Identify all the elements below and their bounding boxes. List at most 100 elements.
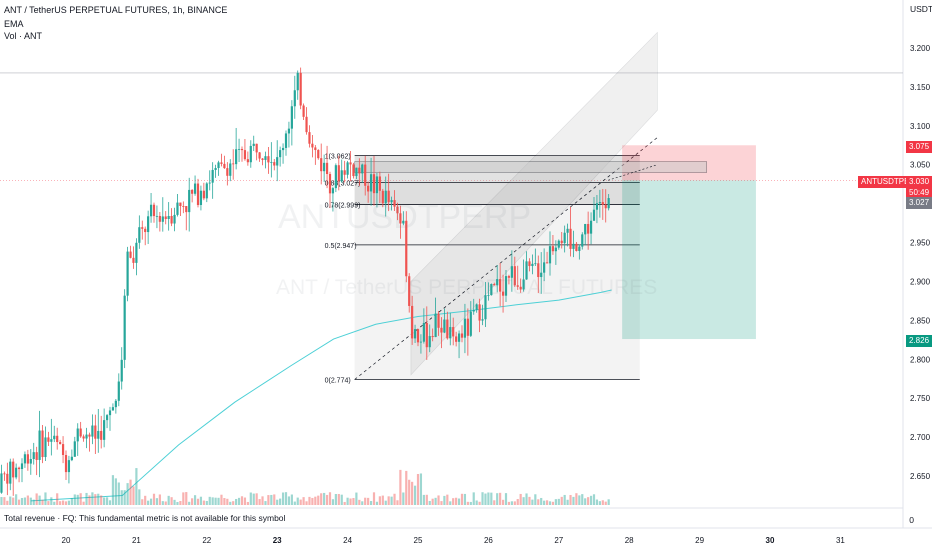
candle-body — [510, 266, 513, 278]
candle-body — [240, 148, 244, 151]
volume-bar — [103, 497, 106, 505]
volume-bar — [589, 495, 593, 505]
candle-body — [446, 319, 449, 339]
position-stop-zone[interactable] — [622, 180, 756, 340]
candle-body — [53, 435, 56, 440]
channel-midline — [354, 137, 658, 380]
candle-body — [220, 162, 223, 164]
candle-body — [61, 444, 65, 456]
volume-bar — [161, 501, 164, 505]
volume-bar — [452, 498, 455, 505]
candle-body — [384, 190, 387, 204]
volume-bar — [281, 492, 285, 505]
candle-body — [343, 170, 346, 175]
volume-bar — [105, 497, 109, 505]
volume-bar — [279, 498, 282, 505]
volume-bar — [493, 500, 496, 505]
volume-bar — [364, 497, 367, 505]
candle-body — [44, 437, 47, 458]
candle-body — [528, 261, 531, 267]
candle-body — [249, 145, 252, 163]
volume-bar — [53, 501, 56, 505]
candle-body — [129, 251, 132, 258]
volume-bar — [592, 494, 596, 505]
volume-bar — [100, 495, 103, 505]
candle-body — [584, 223, 587, 235]
volume-bar — [443, 495, 446, 505]
candle-body — [443, 319, 446, 333]
ascending-channel[interactable] — [410, 31, 658, 376]
volume-bar — [211, 497, 214, 505]
volume-indicator-label[interactable]: Vol · ANT — [4, 31, 43, 41]
volume-bar — [56, 493, 59, 505]
volume-bar — [349, 498, 352, 505]
volume-bar — [434, 497, 437, 505]
volume-bar — [70, 497, 73, 505]
date-tick-label: 21 — [132, 536, 141, 545]
candle-body — [308, 132, 311, 144]
volume-bar — [528, 496, 531, 505]
candle-body — [279, 150, 282, 158]
symbol-title[interactable]: ANT / TetherUS PERPETUAL FUTURES, 1h, BI… — [4, 5, 228, 15]
volume-bar — [32, 499, 35, 505]
candle-body — [317, 150, 320, 159]
date-tick-label: 30 — [766, 536, 775, 545]
volume-bar — [135, 468, 138, 505]
candle-body — [375, 176, 379, 194]
price-tick-label: 2.800 — [910, 355, 931, 364]
candle-body — [284, 133, 288, 148]
candle-body — [419, 341, 423, 343]
candle-body — [378, 176, 381, 191]
candle-body — [120, 359, 123, 382]
candle-body — [525, 261, 528, 280]
volume-bar — [516, 499, 519, 505]
volume-bar — [525, 493, 528, 505]
candle-body — [305, 116, 308, 133]
volume-bar — [240, 496, 244, 505]
price-tick-label: 2.850 — [910, 316, 931, 325]
last-price-tag: 3.030 — [906, 176, 932, 188]
candle-body — [167, 215, 170, 219]
volume-bar — [455, 497, 458, 505]
volume-bar — [569, 494, 572, 505]
candle-body — [123, 295, 126, 360]
candle-body — [484, 295, 487, 320]
volume-bar — [193, 495, 197, 505]
candle-body — [334, 165, 337, 189]
candle-body — [487, 295, 490, 296]
volume-bar — [29, 497, 32, 505]
volume-bar — [226, 498, 229, 505]
candle-body — [205, 183, 208, 199]
candle-body — [581, 234, 584, 247]
volume-bar — [141, 499, 144, 505]
volume-bar — [337, 493, 340, 505]
volume-bar — [449, 501, 452, 505]
volume-bar — [501, 499, 505, 505]
ema-line[interactable] — [30, 289, 612, 502]
candle-body — [290, 106, 293, 129]
volume-bar — [41, 499, 44, 505]
volume-bar — [202, 500, 205, 505]
volume-bar — [320, 493, 323, 505]
volume-bar — [355, 492, 358, 505]
volume-bar — [408, 479, 411, 505]
volume-bar — [575, 493, 578, 505]
volume-bar — [76, 494, 79, 505]
volume-bar — [35, 493, 38, 505]
volume-bar — [375, 501, 379, 505]
ema-indicator-label[interactable]: EMA — [4, 19, 24, 29]
volume-bar — [50, 497, 53, 505]
volume-bar — [0, 497, 3, 505]
volume-bar — [117, 482, 120, 505]
volume-bar — [149, 498, 153, 505]
candle-body — [566, 228, 569, 233]
candle-body — [64, 455, 68, 473]
resistance-box[interactable] — [354, 161, 707, 173]
candle-body — [340, 170, 343, 182]
candle-body — [472, 309, 475, 312]
candle-body — [232, 163, 235, 165]
volume-bar — [296, 497, 299, 505]
candle-body — [311, 143, 314, 148]
volume-bar — [396, 500, 399, 505]
